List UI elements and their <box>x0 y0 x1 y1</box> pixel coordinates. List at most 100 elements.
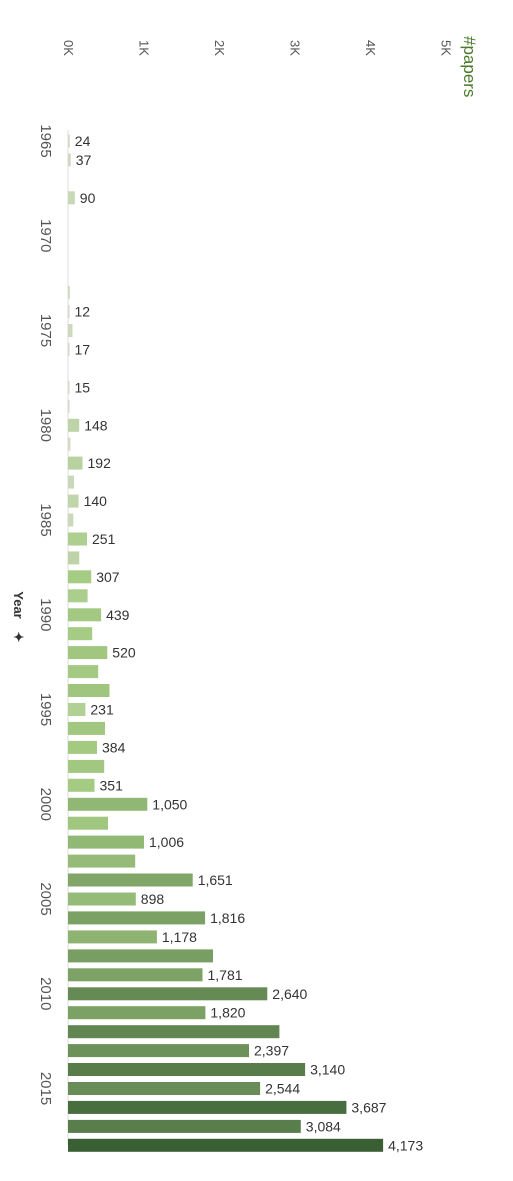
bar[interactable] <box>68 342 70 356</box>
year-tick-label: 2000 <box>37 788 54 821</box>
bar-value-label: 37 <box>76 152 92 168</box>
bar[interactable] <box>68 778 95 792</box>
bar-value-label: 1,006 <box>149 834 184 850</box>
value-labels: 24 37 90 12 17 15 148 192 140 251 307 439 520 231 384 3… <box>75 133 424 1153</box>
bar[interactable] <box>68 418 80 432</box>
bar[interactable] <box>68 475 74 489</box>
bar[interactable] <box>68 608 102 622</box>
bar[interactable] <box>68 665 99 679</box>
bar[interactable] <box>68 684 110 697</box>
bar-value-label: 148 <box>84 417 108 433</box>
bar[interactable] <box>68 305 70 318</box>
value-tick-label: 3K <box>288 40 303 56</box>
year-tick-label: 1990 <box>37 598 54 631</box>
bar[interactable] <box>68 1006 206 1020</box>
bar[interactable] <box>68 1138 384 1152</box>
value-tick-label: 0K <box>61 40 76 56</box>
bar[interactable] <box>68 1025 280 1039</box>
value-tick-label: 1K <box>137 40 152 56</box>
bar-value-label: 1,816 <box>210 910 245 926</box>
bar-value-label: 4,173 <box>388 1137 423 1153</box>
year-axis: 1965 1970 1975 1980 1985 1990 1995 2000 2005 2010… <box>37 124 54 1105</box>
bar[interactable] <box>68 646 108 660</box>
bar[interactable] <box>68 759 105 773</box>
bar-value-label: 3,140 <box>310 1062 345 1078</box>
bar[interactable] <box>68 1082 261 1095</box>
year-axis-label: Year <box>11 591 26 618</box>
bar-value-label: 1,178 <box>162 929 197 945</box>
bar-value-label: 1,820 <box>210 1005 245 1021</box>
bar-value-label: 231 <box>90 702 114 718</box>
bar[interactable] <box>68 286 70 300</box>
bar[interactable] <box>68 721 105 735</box>
bar[interactable] <box>68 456 83 470</box>
bar[interactable] <box>68 589 88 603</box>
bar[interactable] <box>68 153 71 167</box>
bar[interactable] <box>68 627 93 641</box>
bar[interactable] <box>68 191 75 205</box>
bar-value-label: 1,781 <box>208 967 243 983</box>
sort-icon[interactable]: ✦ <box>11 632 26 643</box>
bar[interactable] <box>68 134 70 148</box>
bar-value-label: 24 <box>75 133 91 149</box>
bar-value-label: 307 <box>96 569 120 585</box>
bar-value-label: 2,397 <box>254 1043 289 1059</box>
bar-value-label: 520 <box>112 645 136 661</box>
value-tick-label: 4K <box>363 40 378 56</box>
bar-value-label: 351 <box>100 777 124 793</box>
bar[interactable] <box>68 892 136 906</box>
year-tick-label: 2010 <box>37 977 54 1010</box>
bar[interactable] <box>68 1044 249 1058</box>
value-tick-label: 2K <box>212 40 227 56</box>
bar-value-label: 1,651 <box>198 872 233 888</box>
bar-value-label: 192 <box>88 455 112 471</box>
bar[interactable] <box>68 835 144 849</box>
bar[interactable] <box>68 1100 347 1114</box>
bar-value-label: 1,050 <box>152 796 187 812</box>
bar-value-label: 3,687 <box>351 1099 386 1115</box>
bar-value-label: 898 <box>141 891 165 907</box>
bar-value-label: 384 <box>102 739 126 755</box>
bar[interactable] <box>68 532 87 546</box>
bar-value-label: 439 <box>106 607 130 623</box>
bar[interactable] <box>68 797 148 811</box>
year-tick-label: 1975 <box>37 314 54 347</box>
bar[interactable] <box>68 1119 301 1133</box>
bar[interactable] <box>68 987 268 1001</box>
bar[interactable] <box>68 816 108 830</box>
bar[interactable] <box>68 399 70 413</box>
year-tick-label: 2015 <box>37 1072 54 1105</box>
bar[interactable] <box>68 494 79 508</box>
bar[interactable] <box>68 854 136 868</box>
year-axis-title[interactable]: Year ✦ <box>11 591 26 642</box>
bar-value-label: 2,544 <box>265 1081 300 1097</box>
bar[interactable] <box>68 513 74 527</box>
bar[interactable] <box>68 930 157 944</box>
bar-value-label: 17 <box>75 341 91 357</box>
bar-value-label: 140 <box>84 493 108 509</box>
year-tick-label: 1995 <box>37 693 54 726</box>
value-tick-label: 5K <box>439 40 454 56</box>
bar[interactable] <box>68 949 213 963</box>
bar[interactable] <box>68 437 71 451</box>
bar[interactable] <box>68 1063 306 1076</box>
year-tick-label: 1965 <box>37 124 54 157</box>
bar[interactable] <box>68 324 73 337</box>
bar[interactable] <box>68 703 86 716</box>
bar[interactable] <box>68 968 203 982</box>
bar[interactable] <box>68 380 70 394</box>
year-tick-label: 2005 <box>37 882 54 915</box>
bar-value-label: 3,084 <box>306 1118 341 1134</box>
bar[interactable] <box>68 570 92 584</box>
bar[interactable] <box>68 873 193 887</box>
bar[interactable] <box>68 911 206 925</box>
bar[interactable] <box>68 551 80 565</box>
bar-value-label: 12 <box>75 304 91 320</box>
year-tick-label: 1980 <box>37 409 54 442</box>
value-axis: 0K 1K 2K 3K 4K 5K <box>61 40 454 56</box>
bar-value-label: 90 <box>80 190 96 206</box>
bar-value-label: 2,640 <box>272 986 307 1002</box>
bar[interactable] <box>68 740 97 754</box>
bar-value-label: 15 <box>75 379 91 395</box>
